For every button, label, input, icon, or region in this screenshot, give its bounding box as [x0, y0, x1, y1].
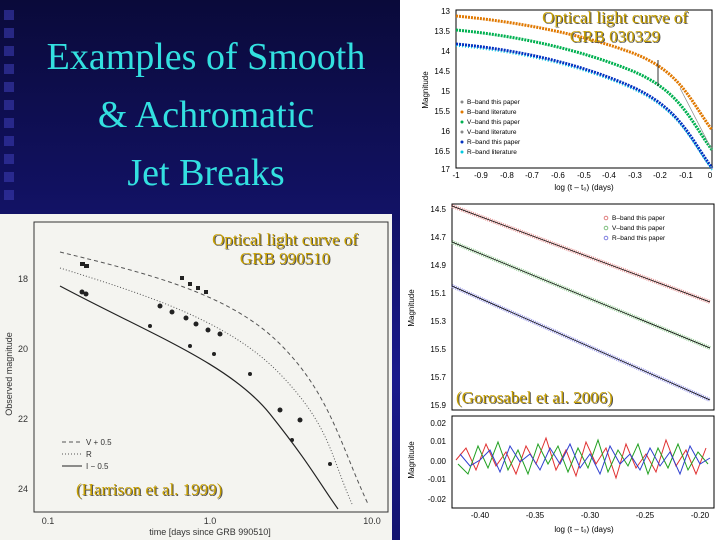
resid-y-tick-label: 0.00 — [430, 457, 446, 466]
resid-x-tick-label: -0.20 — [691, 511, 710, 520]
y-tick-label: 15.5 — [430, 345, 446, 354]
x-tick-label: 10.0 — [363, 516, 381, 526]
svg-text:R–band this paper: R–band this paper — [467, 139, 521, 146]
resid-x-tick-label: -0.25 — [636, 511, 655, 520]
resid-y-tick-label: -0.01 — [428, 475, 447, 484]
svg-text:B–band literature: B–band literature — [467, 109, 517, 116]
legend: B–band this paper V–band this paper R–ba… — [604, 215, 666, 242]
r-band-residuals — [460, 444, 710, 474]
resid-x-tick-label: -0.40 — [471, 511, 490, 520]
legend: V + 0.5 R I − 0.5 — [62, 438, 112, 471]
grb990510-caption: Optical light curve of GRB 990510 — [180, 230, 390, 268]
y-axis-label: Magnitude — [407, 289, 416, 327]
y-axis-label: Observed magnitude — [4, 332, 14, 416]
grb990510-light-curve: 18 20 22 24 0.1 1.0 10.0 time [days sinc… — [0, 214, 392, 540]
y-tick-label: 16.5 — [434, 147, 450, 156]
svg-text:B–band this paper: B–band this paper — [612, 215, 666, 222]
caption-line-2: GRB 990510 — [180, 249, 390, 268]
y-tick-label: 20 — [18, 344, 28, 354]
y-tick-label: 13.5 — [434, 27, 450, 36]
x-tick-label: -0.5 — [577, 171, 591, 180]
gorosabel-plot: 14.5 14.7 14.9 15.1 15.3 15.5 15.7 15.9 … — [400, 198, 720, 540]
y-tick-label: 15 — [441, 87, 450, 96]
y-tick-label: 15.1 — [430, 289, 446, 298]
svg-text:R: R — [86, 450, 92, 459]
x-tick-label: -0.6 — [551, 171, 565, 180]
svg-text:B–band this paper: B–band this paper — [467, 99, 521, 106]
title-line-3: Jet Breaks — [20, 144, 392, 202]
y-tick-label: 14.9 — [430, 261, 446, 270]
harrison-citation: (Harrison et al. 1999) — [76, 480, 222, 500]
y-tick-label: 15.3 — [430, 317, 446, 326]
resid-x-tick-label: -0.35 — [526, 511, 545, 520]
x-tick-label: -0.2 — [653, 171, 667, 180]
gorosabel-light-curve: 14.5 14.7 14.9 15.1 15.3 15.5 15.7 15.9 … — [400, 198, 720, 540]
svg-text:V + 0.5: V + 0.5 — [86, 438, 112, 447]
x-tick-label: 0 — [708, 171, 713, 180]
grb030329-caption: Optical light curve of GRB 030329 — [510, 8, 720, 46]
y-tick-label: 14.7 — [430, 233, 446, 242]
svg-text:V–band literature: V–band literature — [467, 129, 517, 136]
fit-line — [680, 88, 712, 150]
x-tick-label: -0.7 — [525, 171, 539, 180]
resid-x-tick-label: -0.30 — [581, 511, 600, 520]
y-tick-label: 17 — [441, 165, 450, 174]
x-tick-label: 0.1 — [42, 516, 55, 526]
b-band-fit — [452, 206, 710, 302]
resid-y-tick-label: -0.02 — [428, 495, 447, 504]
y-tick-label: 15.7 — [430, 373, 446, 382]
x-tick-label: -0.4 — [602, 171, 616, 180]
x-tick-label: 1.0 — [204, 516, 217, 526]
i-band-fit — [60, 286, 338, 509]
x-axis-label: log (t – t₀) (days) — [554, 525, 614, 534]
resid-y-tick-label: 0.02 — [430, 419, 446, 428]
title-line-1: Examples of Smooth — [20, 28, 392, 86]
gorosabel-citation: (Gorosabel et al. 2006) — [456, 388, 613, 408]
resid-y-tick-label: 0.01 — [430, 437, 446, 446]
v-band-residuals — [458, 440, 708, 474]
x-tick-label: -0.8 — [500, 171, 514, 180]
y-tick-label: 14 — [441, 47, 450, 56]
svg-text:V–band this paper: V–band this paper — [612, 225, 666, 232]
data-points — [80, 262, 333, 466]
x-tick-label: -1 — [452, 171, 460, 180]
y-tick-label: 14.5 — [430, 205, 446, 214]
x-tick-label: -0.1 — [679, 171, 693, 180]
title-line-2: & Achromatic — [20, 86, 392, 144]
resid-y-axis-label: Magnitude — [407, 441, 416, 479]
y-tick-label: 13 — [441, 7, 450, 16]
caption-line-1: Optical light curve of — [180, 230, 390, 249]
r-band-fit — [452, 286, 710, 400]
x-tick-label: -0.9 — [474, 171, 488, 180]
y-tick-label: 15.5 — [434, 107, 450, 116]
y-tick-label: 16 — [441, 127, 450, 136]
x-axis-label: log (t – t₀) (days) — [554, 183, 614, 192]
svg-text:R–band this paper: R–band this paper — [612, 235, 666, 242]
caption-line-2: GRB 030329 — [510, 27, 720, 46]
y-tick-label: 14.5 — [434, 67, 450, 76]
x-axis-label: time [days since GRB 990510] — [149, 527, 271, 537]
legend: B–band this paper B–band literature V–ba… — [461, 99, 521, 156]
y-tick-label: 18 — [18, 274, 28, 284]
svg-text:V–band this paper: V–band this paper — [467, 119, 521, 126]
caption-line-1: Optical light curve of — [510, 8, 720, 27]
y-tick-label: 24 — [18, 484, 28, 494]
slide-title: Examples of Smooth & Achromatic Jet Brea… — [20, 28, 392, 202]
y-axis-label: Magnitude — [421, 71, 430, 109]
upper-plot-frame — [452, 204, 714, 410]
svg-text:I − 0.5: I − 0.5 — [86, 462, 109, 471]
y-tick-label: 22 — [18, 414, 28, 424]
y-tick-label: 15.9 — [430, 401, 446, 410]
x-tick-label: -0.3 — [628, 171, 642, 180]
grb030329-light-curve: 13 13.5 14 14.5 15 15.5 16 16.5 17 -1 -0… — [400, 0, 720, 198]
v-band-fit — [452, 242, 710, 348]
svg-text:R–band literature: R–band literature — [467, 149, 517, 156]
